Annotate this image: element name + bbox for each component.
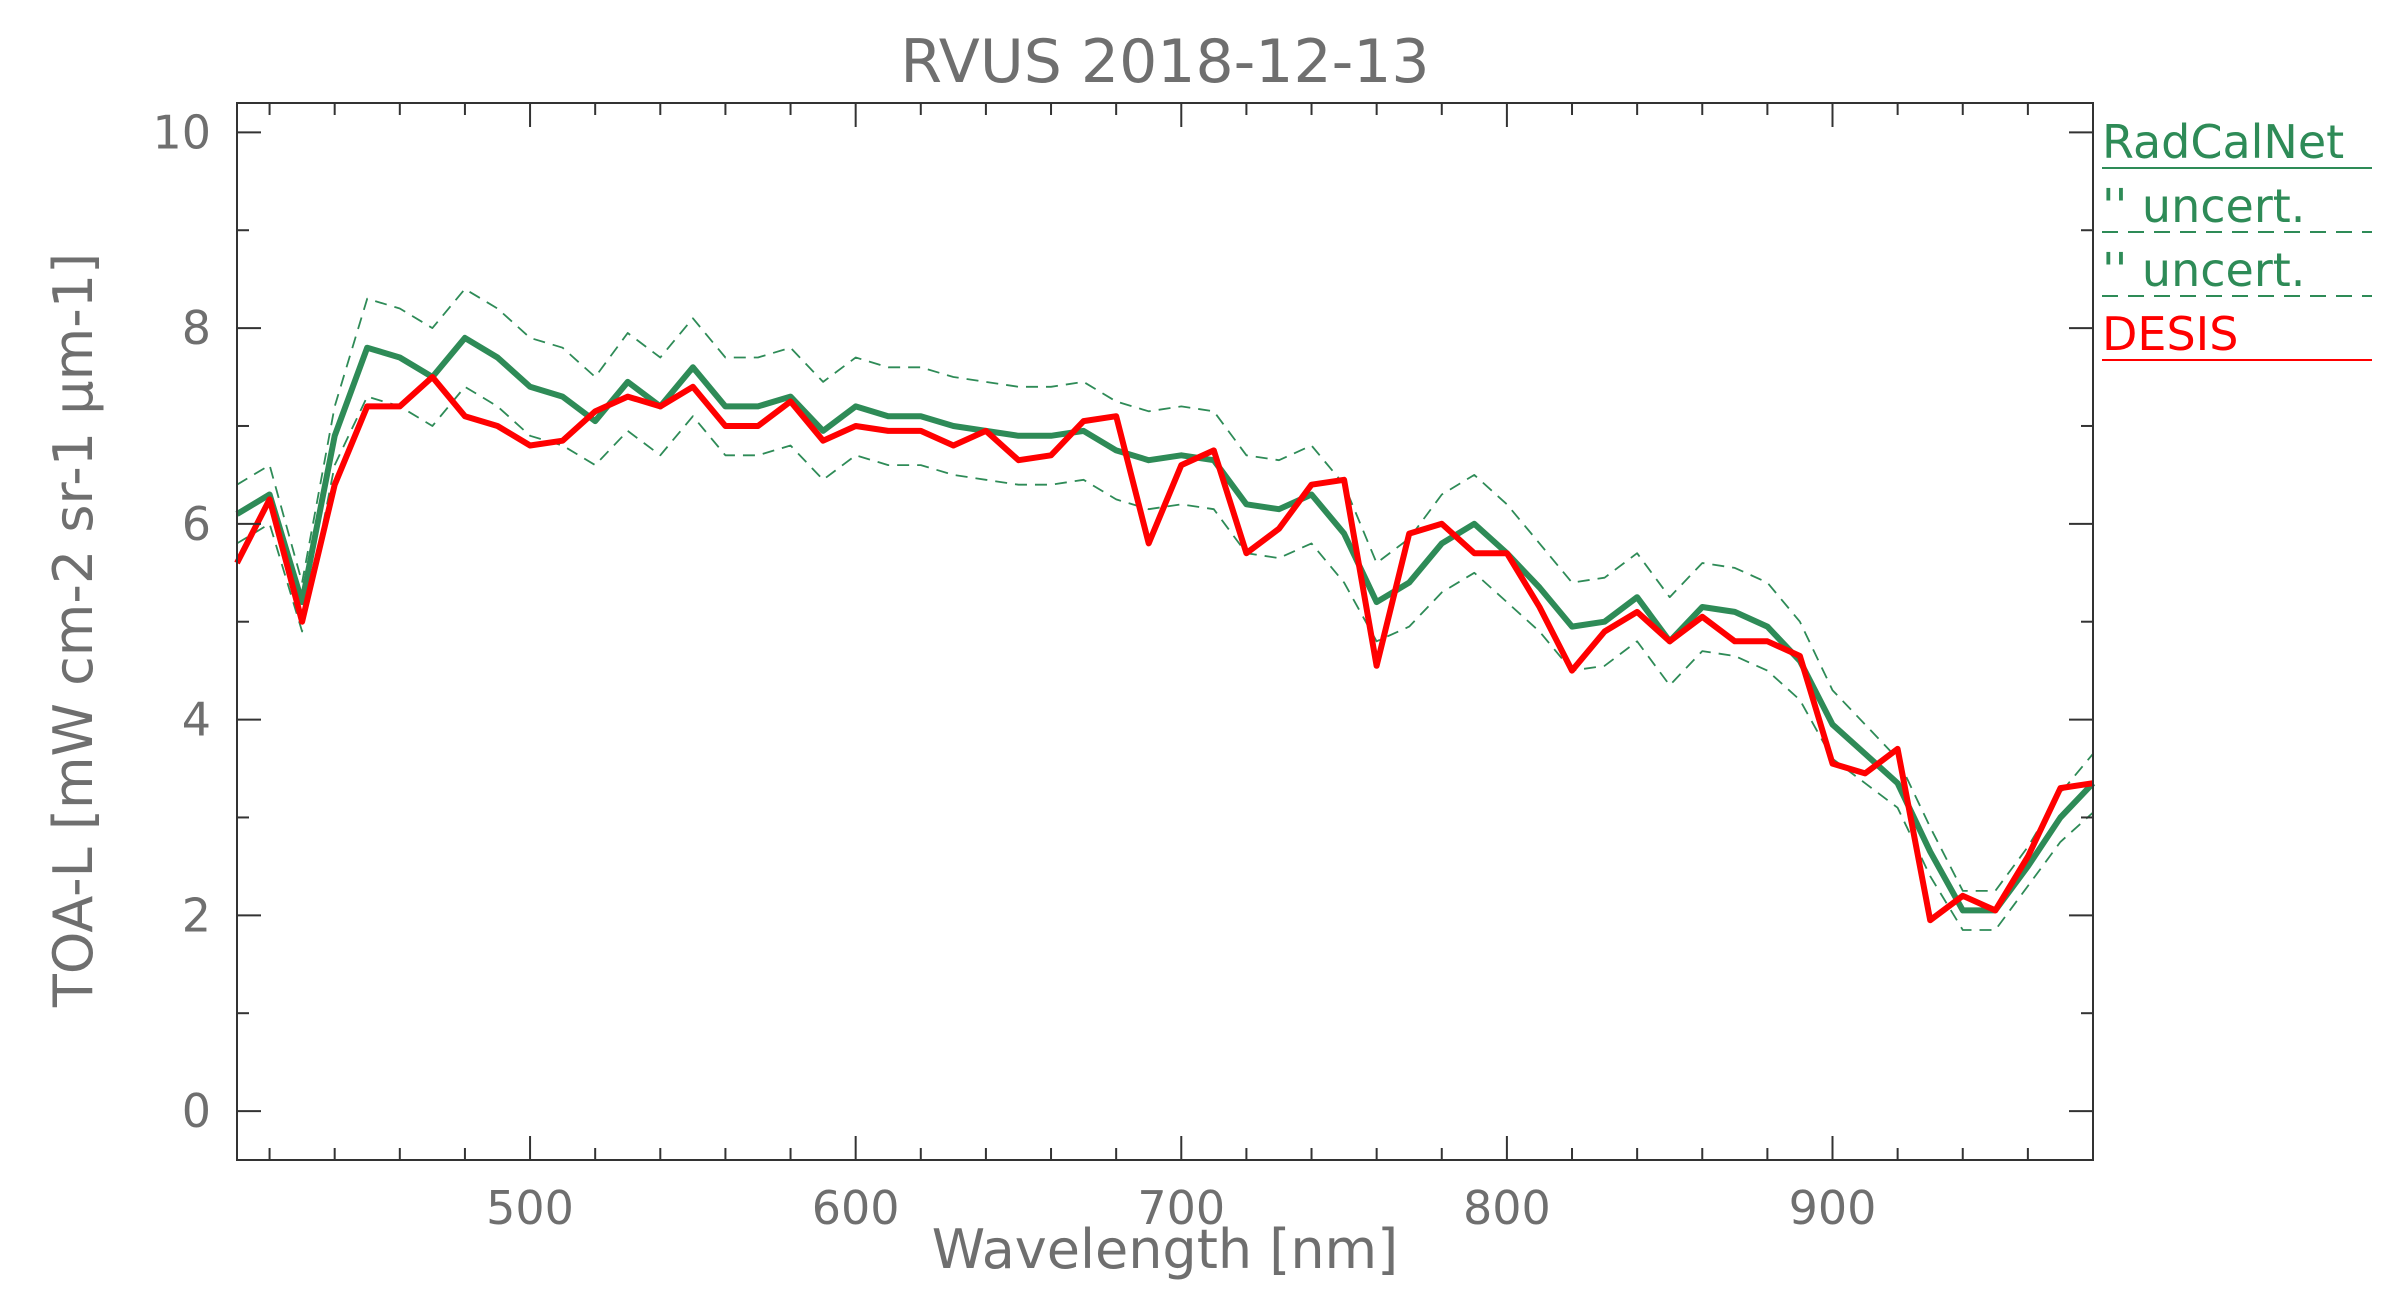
legend-entry-label: DESIS (2102, 307, 2238, 361)
y-tick-label: 4 (182, 693, 211, 747)
chart-title: RVUS 2018-12-13 (900, 27, 1429, 97)
series-line-2 (236, 385, 2094, 931)
legend-entry-label: RadCalNet (2102, 115, 2344, 169)
y-axis: 0 2 4 6 8 10 (152, 105, 2093, 1138)
x-tick-label: 700 (1137, 1181, 1225, 1235)
series-line-1 (236, 288, 2094, 892)
legend-entry-label: '' uncert. (2102, 243, 2305, 297)
y-tick-label: 6 (182, 497, 211, 551)
y-tick-label: 0 (182, 1084, 211, 1138)
x-tick-label: 900 (1789, 1181, 1877, 1235)
x-axis-label: Wavelength [nm] (932, 1218, 1398, 1281)
x-axis: 500 600 700 800 900 (268, 103, 2029, 1235)
y-tick-label: 8 (182, 301, 211, 355)
series-line-3 (234, 374, 2094, 924)
series-line-0 (235, 334, 2096, 914)
x-tick-label: 800 (1463, 1181, 1551, 1235)
legend-entry-label: '' uncert. (2102, 179, 2305, 233)
x-tick-label: 500 (486, 1181, 574, 1235)
legend: RadCalNet '' uncert. '' uncert. DESIS (2102, 115, 2372, 361)
y-axis-label: TOA-L [mW cm-2 sr-1 μm-1] (42, 253, 105, 1008)
y-tick-label: 10 (152, 105, 211, 159)
x-tick-label: 600 (812, 1181, 900, 1235)
y-tick-label: 2 (182, 888, 211, 942)
plot-lines (234, 288, 2096, 931)
plot-frame (236, 102, 2094, 1161)
